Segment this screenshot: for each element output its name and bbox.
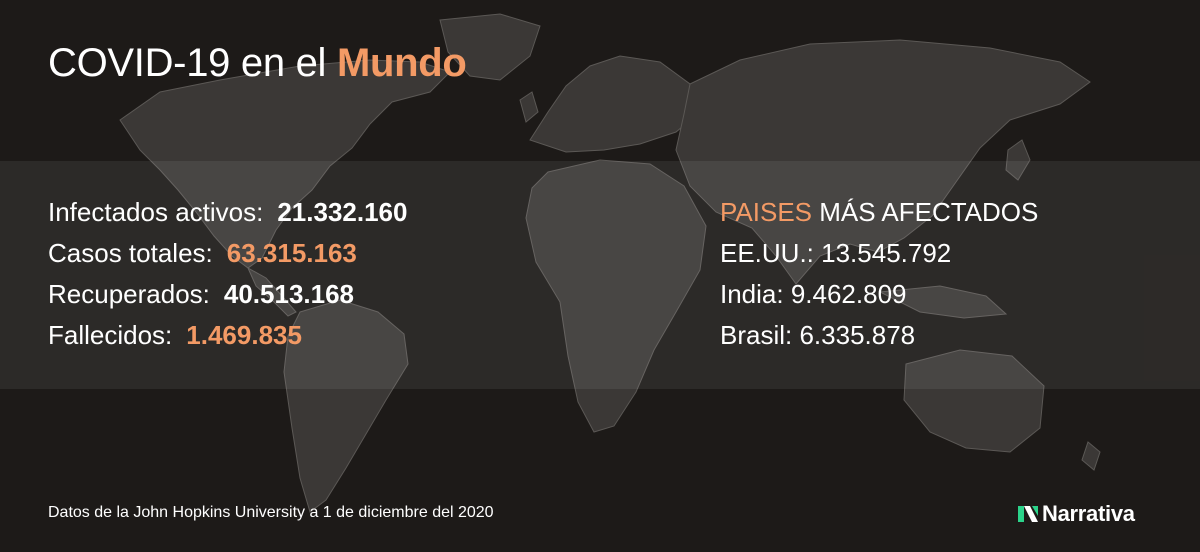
country-india: India: 9.462.809 [720, 279, 907, 309]
southeast-asia-islands [878, 285, 1008, 319]
stat-value: 63.315.163 [226, 238, 357, 268]
countries-heading-highlight: PAISES [720, 197, 813, 227]
country-usa: EE.UU.: 13.545.792 [720, 238, 952, 268]
countries-heading: PAISES MÁS AFECTADOS [720, 192, 1038, 233]
stat-label: Infectados activos: [48, 197, 264, 227]
most-affected-countries: PAISES MÁS AFECTADOS EE.UU.: 13.545.792 … [720, 192, 1038, 356]
stat-active-infected: Infectados activos: 21.332.160 [48, 192, 407, 233]
japan-landmass [1005, 139, 1031, 181]
country-brazil: Brasil: 6.335.878 [720, 320, 916, 350]
global-stats: Infectados activos: 21.332.160 Casos tota… [48, 192, 407, 356]
stat-deceased: Fallecidos: 1.469.835 [48, 315, 407, 356]
europe-landmass [529, 55, 701, 153]
africa-landmass [525, 159, 707, 433]
stat-label: Recuperados: [48, 279, 210, 309]
stat-label: Fallecidos: [48, 320, 173, 350]
asia-landmass [675, 39, 1091, 285]
south-america-landmass [283, 299, 409, 513]
stat-recovered: Recuperados: 40.513.168 [48, 274, 407, 315]
north-america-landmass [119, 59, 451, 269]
stats-band [0, 161, 1200, 389]
stat-value: 21.332.160 [277, 197, 408, 227]
brand-name: Narrativa [1042, 501, 1135, 526]
central-america-landmass [246, 266, 297, 317]
stat-value: 1.469.835 [186, 320, 302, 350]
stat-value: 40.513.168 [223, 279, 355, 309]
stat-total-cases: Casos totales: 63.315.163 [48, 233, 407, 274]
title-prefix: COVID-19 en el [48, 41, 327, 85]
countries-heading-rest: MÁS AFECTADOS [819, 197, 1039, 227]
narrativa-logo: Narrativa [1016, 500, 1135, 528]
title-accent: Mundo [336, 41, 467, 85]
uk-landmass [519, 91, 539, 123]
greenland-landmass [439, 13, 541, 81]
australia-landmass [903, 349, 1045, 453]
data-source-note: Datos de la John Hopkins University a 1 … [48, 504, 494, 521]
new-zealand-landmass [1081, 441, 1101, 471]
narrativa-logo-icon [1018, 506, 1038, 522]
page-title: COVID-19 en el Mundo [48, 38, 467, 88]
stat-label: Casos totales: [48, 238, 213, 268]
